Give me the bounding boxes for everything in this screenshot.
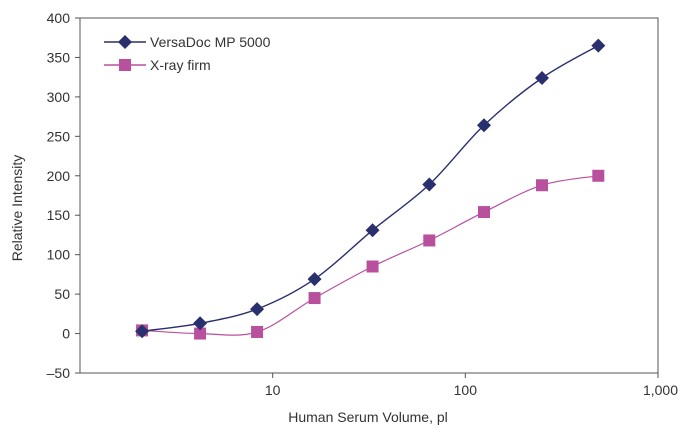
x-tick-label: 100 bbox=[454, 382, 478, 398]
plot-frame bbox=[79, 17, 659, 374]
y-tick-label: 100 bbox=[47, 247, 71, 263]
data-point bbox=[250, 302, 265, 317]
data-point bbox=[422, 177, 437, 192]
series-versadoc bbox=[135, 38, 606, 339]
data-point bbox=[536, 179, 549, 192]
series-line bbox=[142, 44, 599, 332]
data-point bbox=[423, 234, 436, 247]
data-point bbox=[477, 118, 492, 133]
x-tick-label: 1,000 bbox=[643, 382, 678, 398]
y-tick-label: 200 bbox=[47, 168, 71, 184]
y-tick-label: 150 bbox=[47, 207, 71, 223]
data-point bbox=[251, 325, 264, 338]
data-point bbox=[478, 206, 491, 219]
y-tick-label: 400 bbox=[47, 10, 71, 26]
y-tick-label: 250 bbox=[47, 128, 71, 144]
y-tick-label: 0 bbox=[62, 326, 70, 342]
data-point bbox=[591, 38, 606, 53]
x-axis-ticks: 10 100 1,000 bbox=[265, 373, 678, 398]
data-point bbox=[194, 327, 207, 340]
axes bbox=[79, 17, 659, 374]
data-point bbox=[193, 316, 208, 331]
y-axis-title: Relative Intensity bbox=[9, 155, 25, 262]
data-point bbox=[365, 223, 380, 238]
legend-marker bbox=[119, 59, 131, 71]
legend: VersaDoc MP 5000 X-ray firm bbox=[104, 34, 271, 73]
y-axis-ticks: –50 0 50 100 150 200 250 300 350 400 bbox=[47, 10, 80, 381]
legend-label: VersaDoc MP 5000 bbox=[150, 34, 271, 50]
data-point bbox=[307, 272, 322, 287]
data-point bbox=[592, 169, 605, 182]
y-tick-label: 350 bbox=[47, 49, 71, 65]
y-tick-label: –50 bbox=[47, 365, 71, 381]
x-axis-title: Human Serum Volume, pl bbox=[288, 409, 448, 425]
series-layer bbox=[135, 38, 606, 340]
x-tick-label: 10 bbox=[265, 382, 281, 398]
data-point bbox=[366, 260, 379, 273]
y-tick-label: 300 bbox=[47, 89, 71, 105]
data-point bbox=[535, 70, 550, 85]
series-xray bbox=[136, 169, 605, 340]
legend-label: X-ray firm bbox=[150, 57, 211, 73]
data-point bbox=[308, 292, 321, 305]
data-point bbox=[135, 324, 150, 339]
y-tick-label: 50 bbox=[54, 286, 70, 302]
legend-marker bbox=[118, 35, 132, 49]
series-line bbox=[142, 175, 599, 336]
